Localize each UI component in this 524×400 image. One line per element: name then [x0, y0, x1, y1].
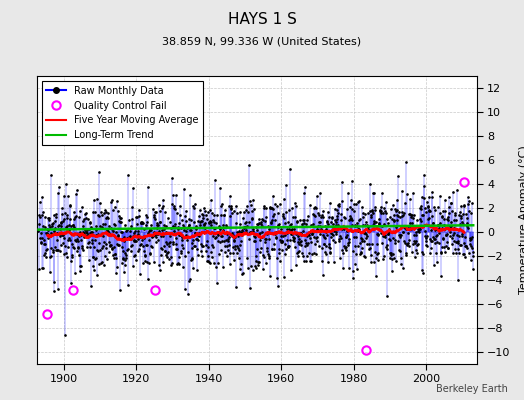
- Text: 38.859 N, 99.336 W (United States): 38.859 N, 99.336 W (United States): [162, 36, 362, 46]
- Legend: Raw Monthly Data, Quality Control Fail, Five Year Moving Average, Long-Term Tren: Raw Monthly Data, Quality Control Fail, …: [41, 81, 203, 145]
- Text: HAYS 1 S: HAYS 1 S: [227, 12, 297, 27]
- Text: Berkeley Earth: Berkeley Earth: [436, 384, 508, 394]
- Y-axis label: Temperature Anomaly (°C): Temperature Anomaly (°C): [519, 146, 524, 294]
